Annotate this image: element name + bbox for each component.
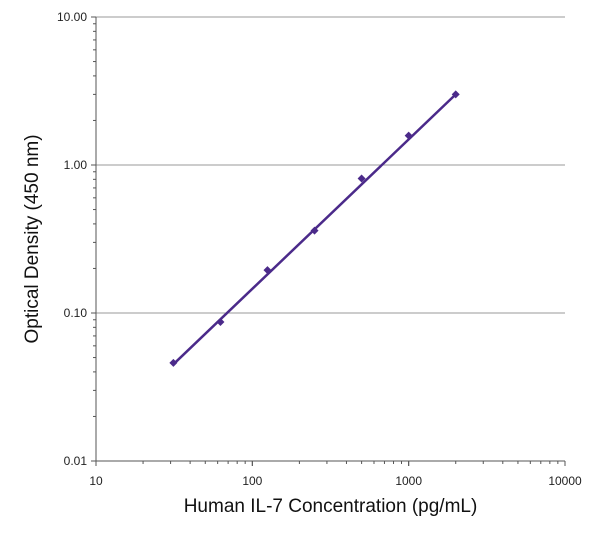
tick-marks bbox=[91, 16, 566, 466]
data-points bbox=[169, 90, 460, 367]
x-tick-label: 100 bbox=[242, 474, 262, 488]
gridlines bbox=[96, 16, 565, 314]
y-tick-label: 1.00 bbox=[64, 158, 88, 172]
data-point bbox=[451, 90, 460, 99]
data-point bbox=[263, 266, 272, 275]
x-tick-label: 10 bbox=[89, 474, 103, 488]
x-tick-labels: 10 100 1000 10000 bbox=[89, 474, 582, 488]
data-point bbox=[310, 226, 319, 235]
data-point bbox=[216, 317, 225, 326]
x-axis-title: Human IL-7 Concentration (pg/mL) bbox=[184, 496, 478, 517]
data-point bbox=[169, 358, 178, 367]
x-tick-label: 10000 bbox=[548, 474, 582, 488]
y-tick-labels: 0.01 0.10 1.00 10.00 bbox=[57, 10, 87, 468]
data-point bbox=[404, 131, 413, 140]
axes bbox=[95, 17, 565, 462]
data-point bbox=[357, 174, 366, 183]
x-tick-label: 1000 bbox=[395, 474, 422, 488]
y-tick-label: 0.01 bbox=[64, 454, 88, 468]
y-tick-label: 10.00 bbox=[57, 10, 87, 24]
y-axis-title: Optical Density (450 nm) bbox=[22, 134, 43, 343]
y-tick-label: 0.10 bbox=[64, 306, 88, 320]
